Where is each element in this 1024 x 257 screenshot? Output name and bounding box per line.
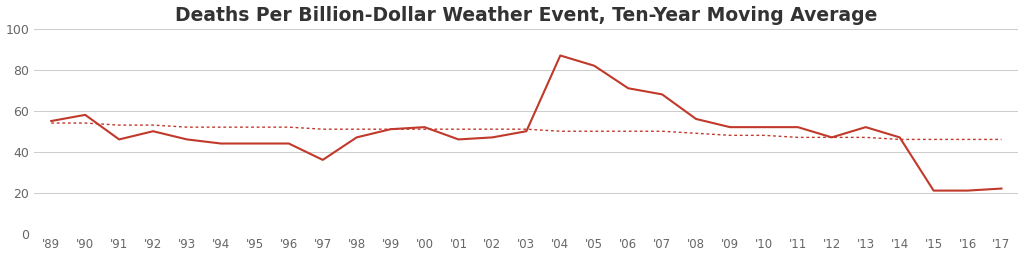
Title: Deaths Per Billion-Dollar Weather Event, Ten-Year Moving Average: Deaths Per Billion-Dollar Weather Event,…	[175, 6, 878, 25]
